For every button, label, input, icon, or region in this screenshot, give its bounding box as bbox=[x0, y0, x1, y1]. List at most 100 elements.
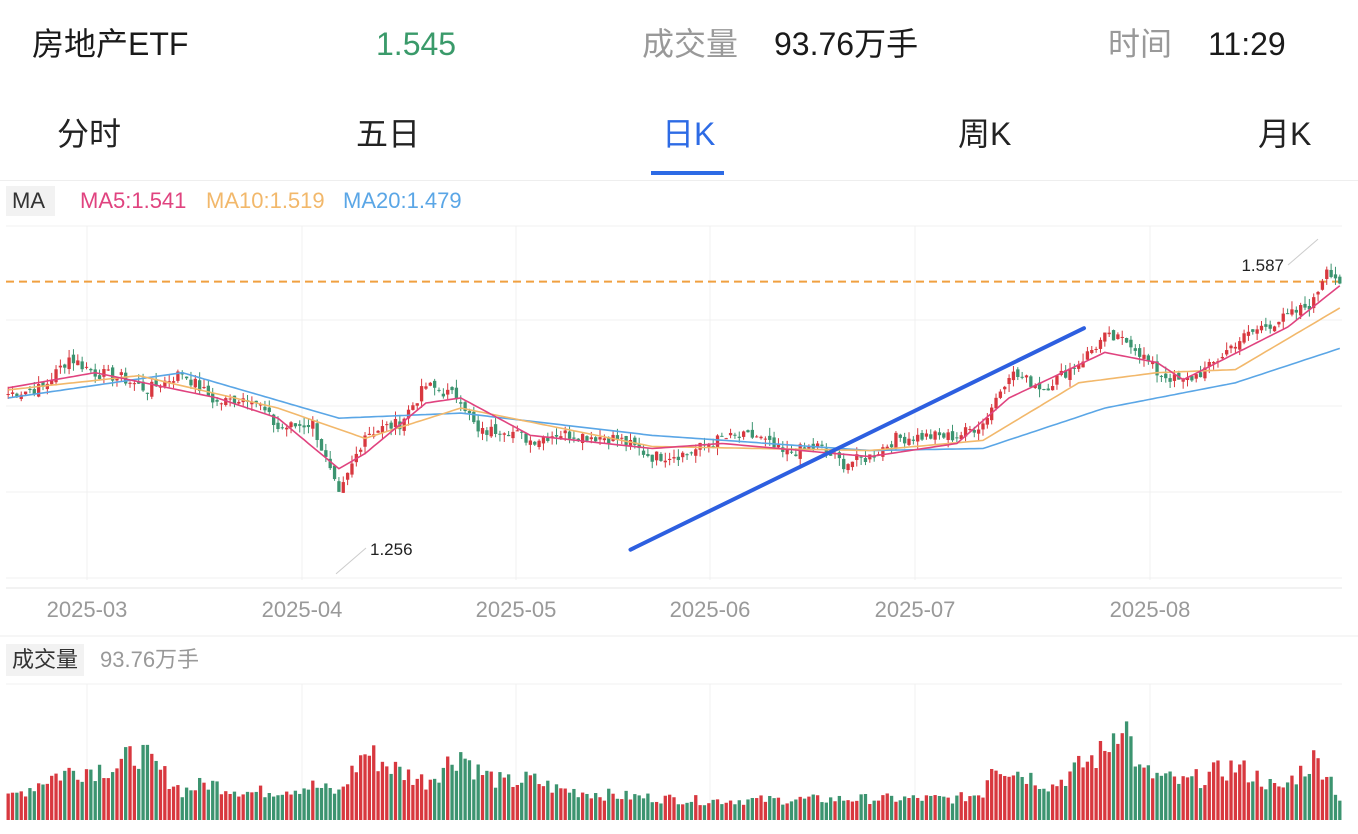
candle-body bbox=[137, 381, 141, 384]
volume-bar bbox=[267, 793, 271, 820]
candle-body bbox=[659, 453, 663, 461]
candle-body bbox=[663, 460, 667, 463]
volume-bar bbox=[446, 756, 450, 820]
candle-body bbox=[441, 393, 446, 397]
candle-body bbox=[132, 383, 137, 385]
volume-bar bbox=[694, 795, 698, 820]
volume-bar bbox=[36, 783, 41, 820]
volume-bar bbox=[1085, 761, 1090, 820]
candle-body bbox=[36, 383, 41, 397]
candle-body bbox=[820, 444, 824, 446]
candle-body bbox=[1338, 276, 1342, 284]
candle-body bbox=[23, 391, 28, 395]
volume-bar bbox=[480, 775, 485, 820]
high-annotation-label: 1.587 bbox=[1241, 256, 1284, 275]
volume-bar bbox=[672, 797, 676, 820]
volume-bar bbox=[293, 790, 298, 820]
volume-bar bbox=[380, 761, 385, 820]
candle-body bbox=[1011, 371, 1016, 381]
volume-bar bbox=[393, 761, 398, 820]
candle-body bbox=[32, 389, 36, 395]
volume-bar bbox=[441, 767, 446, 820]
volume-indicator-button[interactable]: 成交量 bbox=[6, 644, 85, 676]
volume-bar bbox=[794, 799, 798, 820]
volume-bar bbox=[1303, 776, 1307, 820]
candle-body bbox=[998, 391, 1003, 398]
volume-bar bbox=[311, 780, 315, 820]
volume-bar bbox=[224, 791, 228, 820]
tab-weekly-k[interactable]: 周K bbox=[958, 116, 1012, 152]
candle-body bbox=[176, 371, 180, 381]
tab-daily-k[interactable]: 日K bbox=[662, 116, 716, 152]
volume-bar bbox=[1233, 772, 1238, 820]
volume-bar bbox=[563, 788, 567, 820]
candle-body bbox=[554, 435, 559, 437]
tab-intraday[interactable]: 分时 bbox=[57, 116, 122, 152]
candle-body bbox=[1268, 324, 1272, 329]
candle-body bbox=[733, 434, 737, 436]
volume-bar bbox=[1094, 768, 1098, 820]
volume-bar bbox=[289, 794, 293, 820]
candle-body bbox=[1320, 281, 1325, 290]
volume-bar bbox=[889, 795, 894, 820]
candle-body bbox=[1333, 274, 1338, 279]
candle-body bbox=[707, 445, 711, 448]
volume-bar bbox=[71, 770, 76, 820]
tab-five-day[interactable]: 五日 bbox=[356, 116, 421, 152]
volume-bar bbox=[1116, 743, 1120, 820]
volume-bar bbox=[110, 772, 115, 820]
candle-body bbox=[324, 450, 328, 457]
volume-bar bbox=[1124, 721, 1129, 820]
volume-bar bbox=[424, 789, 428, 820]
volume-bar bbox=[345, 784, 350, 820]
candle-body bbox=[328, 458, 332, 469]
volume-bar bbox=[702, 805, 707, 820]
candle-body bbox=[1077, 364, 1081, 369]
candle-body bbox=[1133, 348, 1137, 351]
candle-body bbox=[171, 381, 176, 383]
candle-body bbox=[45, 383, 49, 390]
volume-bar bbox=[198, 777, 202, 820]
candle-body bbox=[1042, 389, 1046, 391]
volume-bar bbox=[467, 760, 472, 820]
volume-bar bbox=[280, 794, 284, 820]
volume-bar bbox=[1068, 771, 1072, 820]
volume-bar bbox=[228, 794, 232, 820]
candle-body bbox=[1164, 373, 1168, 379]
volume-bar bbox=[1246, 782, 1251, 820]
volume-bar bbox=[572, 788, 576, 820]
volume-bar bbox=[937, 795, 942, 820]
candle-body bbox=[698, 442, 702, 450]
volume-bar bbox=[1164, 773, 1168, 820]
candle-body bbox=[720, 435, 724, 437]
volume-bar bbox=[206, 789, 211, 820]
candle-body bbox=[533, 441, 537, 445]
candle-body bbox=[71, 354, 76, 364]
candle-body bbox=[1050, 386, 1055, 391]
volume-bar bbox=[576, 797, 580, 820]
volume-bar bbox=[768, 795, 772, 820]
candle-body bbox=[850, 461, 855, 468]
candle-body bbox=[976, 429, 981, 434]
candle-body bbox=[1194, 374, 1198, 379]
candle-body bbox=[472, 411, 476, 423]
candle-body bbox=[359, 449, 363, 452]
volume-bar bbox=[1190, 776, 1194, 820]
volume-bar bbox=[1146, 765, 1150, 820]
volume-label: 成交量 bbox=[642, 26, 739, 62]
candle-body bbox=[1142, 354, 1146, 359]
candle-body bbox=[1190, 376, 1194, 381]
volume-bar bbox=[1312, 750, 1316, 820]
candle-body bbox=[580, 433, 585, 444]
ma-indicator-button[interactable]: MA bbox=[6, 186, 55, 216]
candle-body bbox=[80, 361, 84, 370]
candle-body bbox=[759, 436, 763, 439]
candle-body bbox=[298, 424, 302, 426]
candle-body bbox=[489, 426, 493, 437]
candle-body bbox=[428, 382, 432, 386]
active-tab-indicator bbox=[651, 171, 724, 175]
candle-body bbox=[206, 385, 211, 396]
volume-bar bbox=[211, 780, 215, 820]
tab-monthly-k[interactable]: 月K bbox=[1258, 116, 1312, 152]
